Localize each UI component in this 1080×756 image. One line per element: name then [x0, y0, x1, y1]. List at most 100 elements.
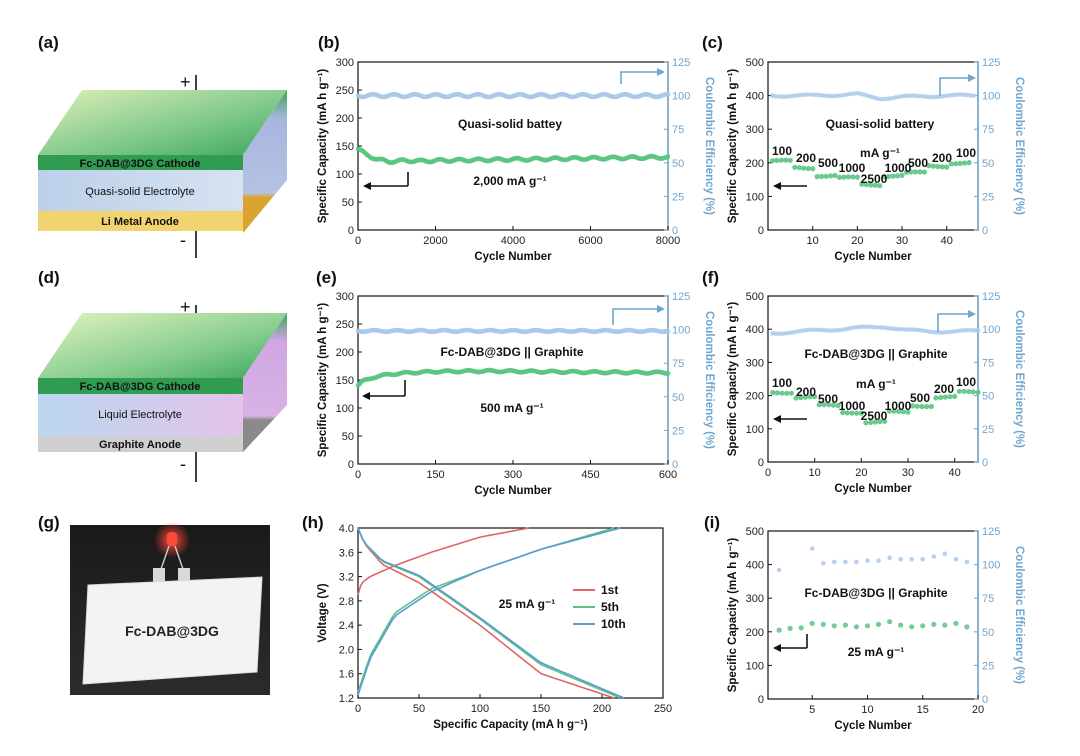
ce-point-f — [961, 328, 967, 333]
y2-tick-label-c: 0 — [982, 225, 988, 237]
rate-label-c: 100 — [956, 146, 976, 160]
ce-point-i — [953, 556, 959, 562]
x-tick-label-b: 2000 — [423, 235, 447, 247]
capacity-arrow-c-head — [773, 182, 781, 190]
ce-point-f — [846, 326, 852, 331]
capacity-point-f — [830, 402, 836, 408]
y-tick-label-b: 250 — [336, 85, 354, 97]
ce-point-c — [797, 92, 802, 98]
capacity-arrow-f-head — [773, 415, 781, 423]
ce-point-f — [798, 328, 803, 334]
capacity-point-c — [921, 169, 928, 175]
y2-tick-label-f: 25 — [982, 424, 994, 436]
y2-tick-label-b: 50 — [672, 158, 684, 170]
y-tick-label-e: 0 — [348, 459, 354, 471]
ce-point-c — [800, 92, 806, 98]
y-tick-label-b: 300 — [336, 57, 354, 69]
capacity-point-c — [823, 173, 829, 179]
capacity-point-b — [665, 154, 671, 159]
x-tick-label-f: 0 — [765, 467, 771, 479]
ce-point-c — [967, 92, 973, 98]
ce-point-f — [805, 327, 810, 333]
y2-tick-label-c: 25 — [982, 191, 994, 203]
ce-point-c — [971, 93, 976, 98]
capacity-point-c — [890, 173, 896, 179]
chart-c: 10 20 30 4001002003004005000255075100125Cou… — [727, 57, 1025, 263]
capacity-point-i — [875, 621, 882, 628]
y2-tick-label-f: 75 — [982, 357, 994, 369]
y-tick-label-b: 200 — [336, 113, 354, 125]
y2-tick-label-i: 100 — [982, 560, 1000, 572]
x-axis-title-e: Cycle Number — [474, 485, 552, 497]
ce-point-f — [780, 331, 786, 336]
ce-point-c — [926, 94, 932, 100]
ce-point-f — [871, 324, 876, 330]
capacity-point-c — [819, 173, 825, 180]
ce-point-c — [899, 94, 905, 99]
ce-point-c — [845, 92, 850, 97]
ce-arrow-c-head — [968, 74, 976, 82]
x-tick-label-i: 20 — [972, 704, 984, 716]
ce-point-f — [954, 328, 960, 334]
x-tick-label-h: 250 — [654, 703, 672, 715]
capacity-point-f — [868, 419, 874, 425]
y2-tick-label-e: 50 — [672, 392, 684, 404]
capacity-point-c — [944, 164, 950, 170]
x-tick-label-e: 300 — [504, 469, 522, 481]
x-tick-label-i: 5 — [809, 704, 815, 716]
rate-label-f: 100 — [772, 376, 792, 390]
capacity-point-c — [872, 182, 878, 188]
y-axis-title-e: Specific Capacity (mA h g⁻¹) — [317, 303, 329, 458]
ce-point-f — [853, 325, 859, 330]
capacity-point-f — [788, 390, 794, 396]
x-axis-title-b: Cycle Number — [474, 251, 552, 263]
ce-point-c — [909, 93, 915, 98]
capacity-point-f — [816, 402, 822, 408]
x-tick-label-b: 8000 — [656, 235, 680, 247]
ce-point-c — [852, 91, 857, 96]
y-tick-label-i: 300 — [746, 593, 764, 605]
y2-tick-label-e: 125 — [672, 291, 690, 303]
ce-point-f — [878, 325, 883, 330]
anode-layer-a — [38, 211, 243, 231]
ce-point-i — [898, 556, 903, 562]
y-tick-label-c: 500 — [746, 57, 764, 69]
y-tick-label-f: 100 — [746, 424, 764, 436]
rate-label-f: 200 — [934, 382, 954, 396]
ce-arrow-e-head — [657, 305, 665, 313]
y-tick-label-e: 100 — [336, 403, 354, 415]
x-tick-label-h: 200 — [593, 703, 611, 715]
ce-point-f — [895, 326, 901, 332]
capacity-point-f — [924, 404, 930, 410]
capacity-point-c — [953, 161, 959, 167]
y2-axis-title-f: Coulombic Efficiency (%) — [1013, 310, 1025, 448]
cathode-top-a — [38, 90, 287, 155]
rate-label-c: 1000 — [885, 161, 912, 175]
capacity-point-i — [931, 621, 937, 628]
rate-label-c: 1000 — [839, 161, 866, 175]
ce-point-f — [888, 326, 894, 331]
capacity-point-i — [842, 622, 849, 628]
voltage-curve-h — [357, 527, 529, 596]
capacity-point-c — [926, 163, 932, 169]
ce-point-f — [913, 327, 918, 333]
ce-point-c — [824, 93, 830, 99]
anode-layer-d — [38, 436, 243, 452]
y2-tick-label-f: 50 — [982, 391, 994, 403]
cathode-layer-d — [38, 378, 243, 394]
voltage-curve-h — [357, 527, 625, 699]
capacity-point-c — [774, 157, 780, 163]
y-axis-title-i: Specific Capacity (mA h g⁻¹) — [727, 538, 739, 693]
y-tick-label-h: 3.6 — [339, 547, 354, 559]
ce-point-f — [770, 331, 775, 336]
plot-frame-h — [357, 527, 664, 699]
capacity-point-f — [970, 389, 976, 395]
rate-label-f: 500 — [818, 392, 838, 406]
rate-label-f: 200 — [796, 385, 816, 399]
y2-tick-label-b: 25 — [672, 191, 684, 203]
capacity-point-f — [872, 419, 878, 425]
x-axis-title-h: Specific Capacity (mA h g⁻¹) — [433, 719, 588, 731]
capacity-point-c — [810, 166, 816, 172]
cathode-label-a: Fc-DAB@3DG Cathode — [80, 158, 201, 170]
capacity-point-f — [961, 388, 967, 394]
